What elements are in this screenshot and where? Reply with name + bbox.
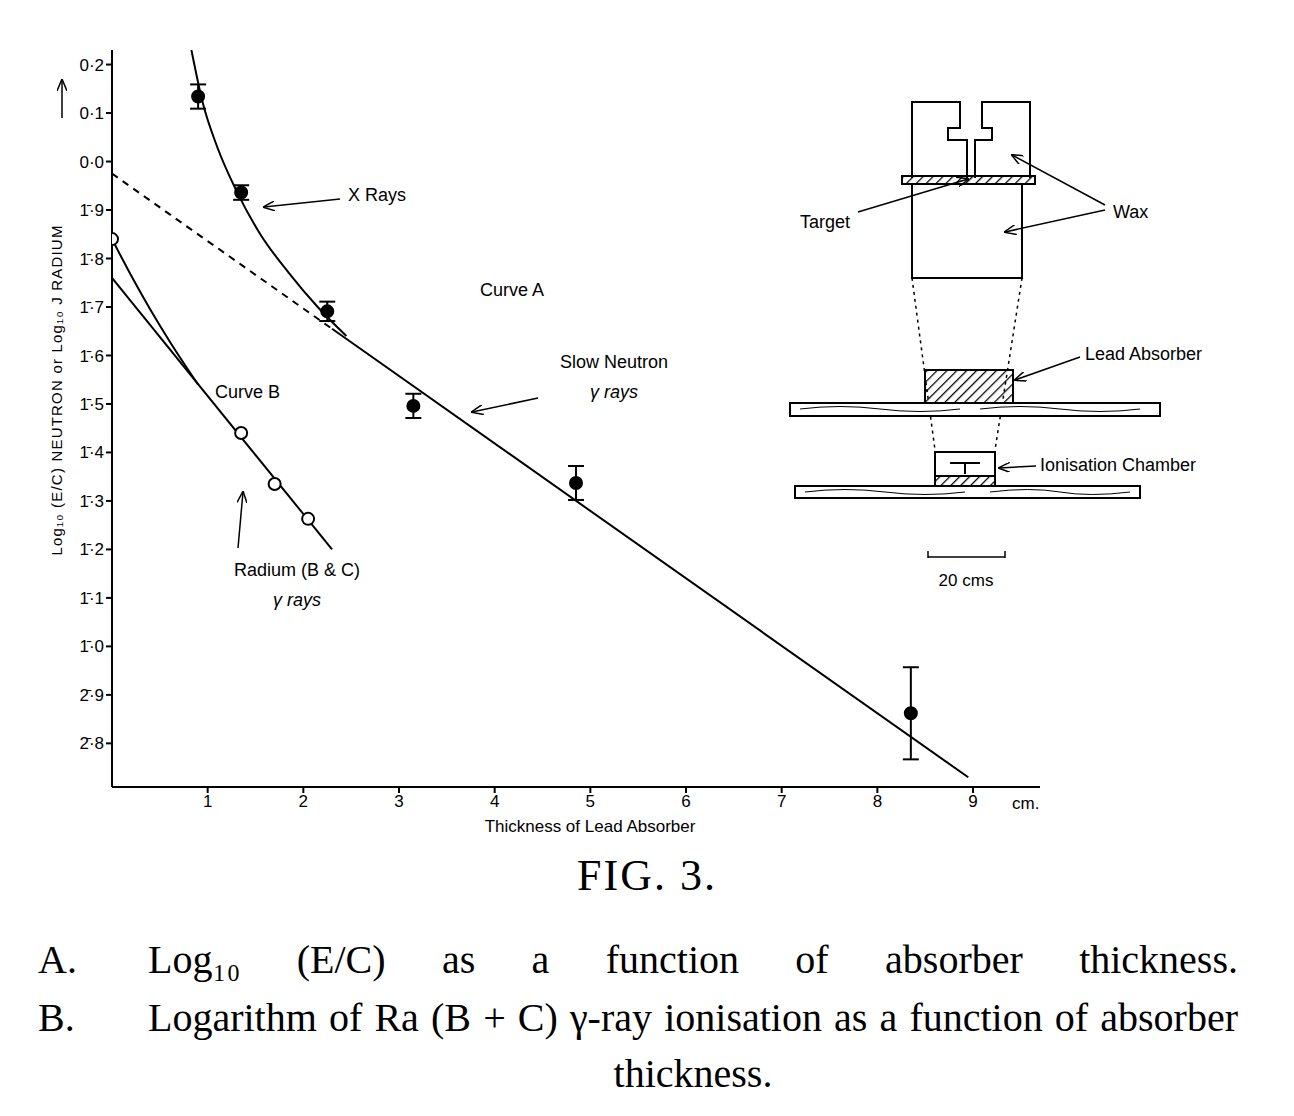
svg-text:1̄·1: 1̄·1: [79, 589, 104, 608]
svg-text:7: 7: [777, 792, 786, 811]
svg-text:4: 4: [490, 792, 499, 811]
svg-text:1̄·5: 1̄·5: [79, 395, 104, 414]
svg-text:3: 3: [394, 792, 403, 811]
svg-text:1: 1: [203, 792, 212, 811]
svg-text:Wax: Wax: [1113, 202, 1148, 222]
html-text:B.: B.: [38, 995, 75, 1040]
svg-text:2̄·9: 2̄·9: [79, 686, 104, 705]
svg-text:Slow Neutronγ rays: Slow Neutronγ rays: [560, 352, 668, 402]
svg-text:5: 5: [586, 792, 595, 811]
svg-text:1̄·9: 1̄·9: [79, 201, 104, 220]
svg-text:0·0: 0·0: [79, 153, 104, 172]
svg-text:Thickness of Lead Absorber: Thickness of Lead Absorber: [485, 817, 696, 836]
svg-text:Curve B: Curve B: [215, 382, 280, 402]
svg-text:1̄·0: 1̄·0: [79, 637, 104, 656]
svg-text:Lead Absorber: Lead Absorber: [1085, 344, 1202, 364]
svg-text:8: 8: [873, 792, 882, 811]
svg-text:Log₁₀ (E/C) NEUTRON or Log₁₀ J: Log₁₀ (E/C) NEUTRON or Log₁₀ J RADIUM: [48, 224, 65, 555]
svg-text:Radium (B & C)γ rays: Radium (B & C)γ rays: [234, 560, 360, 610]
svg-text:9: 9: [968, 792, 977, 811]
svg-text:0·1: 0·1: [79, 104, 104, 123]
svg-text:Target: Target: [800, 212, 850, 232]
svg-text:Curve A: Curve A: [480, 280, 544, 300]
html-text:Log₁₀ (E/C) as a function of a: Log₁₀ (E/C) as a function of absorber th…: [148, 937, 1238, 982]
svg-text:1̄·6: 1̄·6: [79, 347, 104, 366]
svg-text:1̄·4: 1̄·4: [79, 443, 104, 462]
svg-text:2: 2: [299, 792, 308, 811]
svg-text:2̄·8: 2̄·8: [79, 734, 104, 753]
html-text:A.: A.: [38, 937, 77, 982]
svg-text:6: 6: [681, 792, 690, 811]
html-text:Logarithm of Ra (B + C) γ-ray: Logarithm of Ra (B + C) γ-ray ionisation…: [148, 995, 1238, 1096]
svg-text:Ionisation Chamber: Ionisation Chamber: [1040, 455, 1196, 475]
svg-text:1̄·7: 1̄·7: [79, 298, 104, 317]
svg-text:1̄·2: 1̄·2: [79, 540, 104, 559]
svg-text:0·2: 0·2: [79, 56, 104, 75]
svg-text:1̄·8: 1̄·8: [79, 250, 104, 269]
svg-text:1̄·3: 1̄·3: [79, 492, 104, 511]
svg-text:X Rays: X Rays: [348, 185, 406, 205]
html-text:FIG. 3.: FIG. 3.: [577, 851, 717, 900]
svg-text:20 cms: 20 cms: [939, 571, 994, 590]
svg-text:cm.: cm.: [1012, 794, 1039, 813]
